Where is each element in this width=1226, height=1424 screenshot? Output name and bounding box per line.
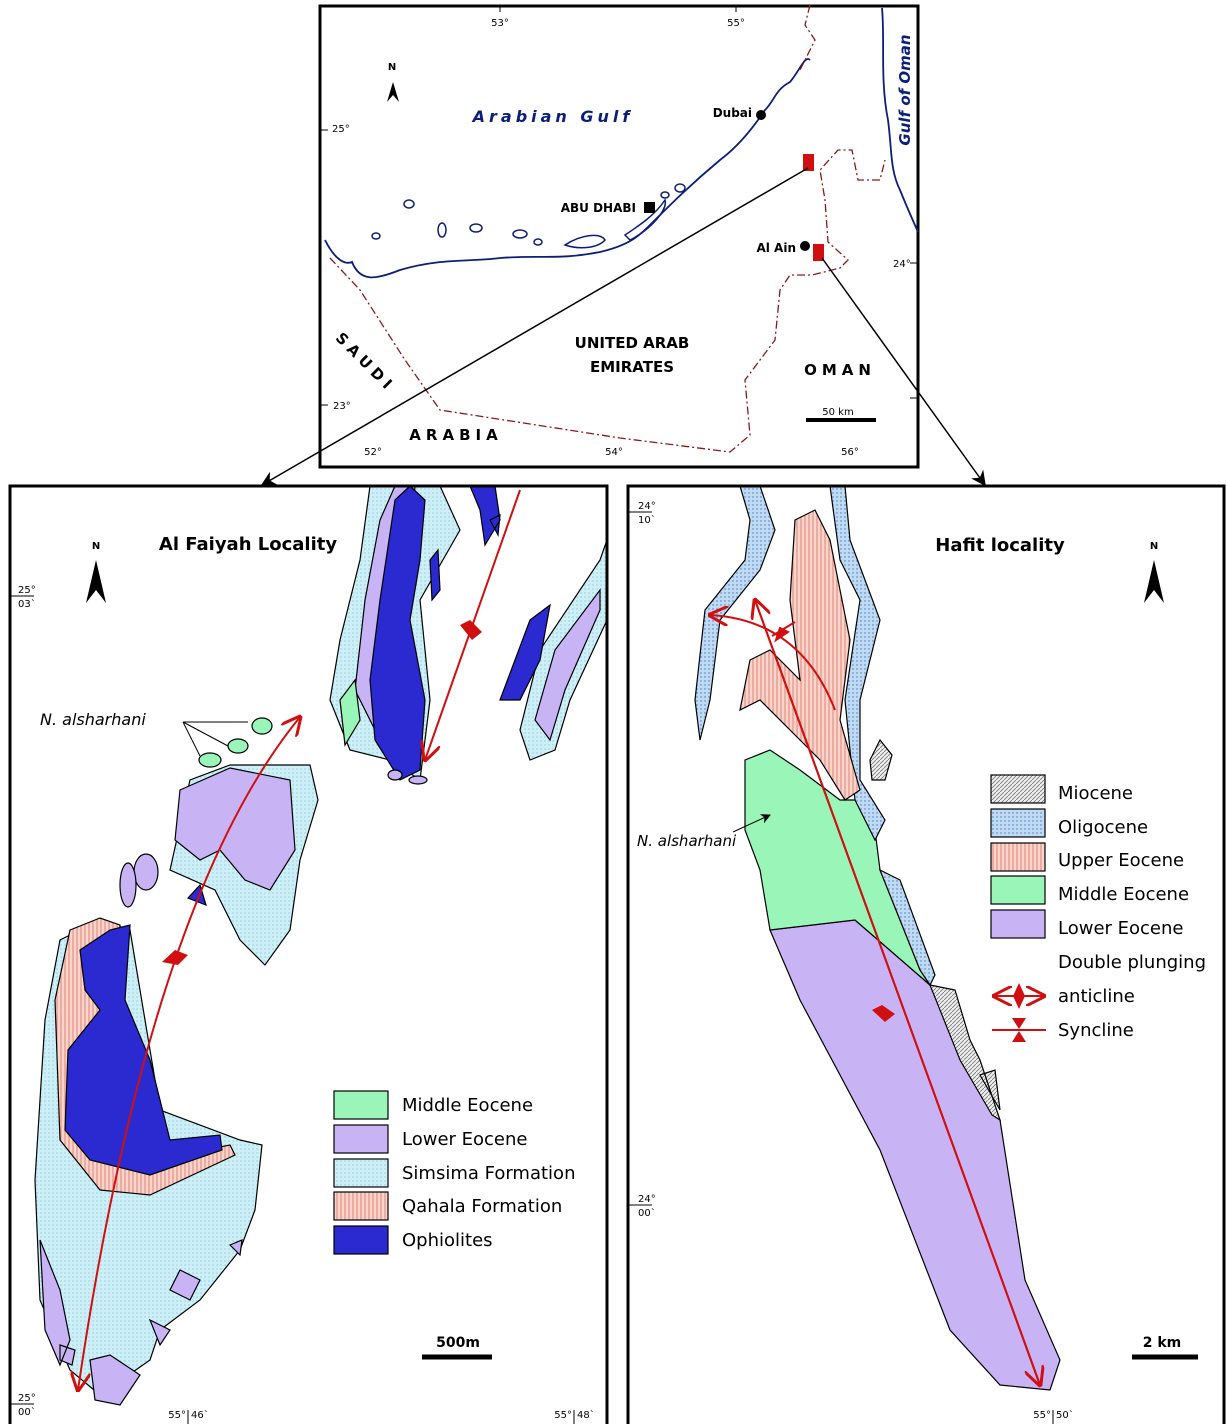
country-label: OMAN (804, 361, 876, 379)
legend-swatches (991, 775, 1045, 938)
inset-map: 53° 55° 52° 54° 56° 25° 24° 23° N Arabia… (320, 5, 918, 467)
longitude-label: 56° (841, 447, 859, 458)
city-label: Al Ain (756, 241, 796, 255)
legend-label: Simsima Formation (402, 1163, 575, 1184)
panel-title: Hafit locality (935, 535, 1065, 556)
coordinate-degree: 25° (18, 1393, 36, 1404)
legend-label: Lower Eocene (402, 1129, 527, 1150)
latitude-label: 23° (333, 401, 351, 412)
coordinate-minute: 50` (1056, 1409, 1074, 1421)
country-label: UNITED ARAB (575, 334, 690, 352)
legend-fold-symbols (992, 983, 1046, 1042)
coordinate-minute: 10` (638, 514, 656, 526)
city-label: ABU DHABI (561, 201, 636, 215)
inset-frame (320, 6, 918, 467)
longitude-label: 54° (605, 447, 623, 458)
country-label: EMIRATES (590, 358, 674, 376)
locality-marker (803, 154, 814, 171)
legend-label: anticline (1058, 986, 1135, 1007)
right-panel: N Hafit locality N. alsharhani Miocene O… (628, 486, 1224, 1424)
legend-label: Lower Eocene (1058, 918, 1183, 939)
species-label: N. alsharhani (637, 832, 737, 850)
scale-label: 500m (436, 1335, 480, 1351)
legend-label: Upper Eocene (1058, 850, 1184, 871)
north-arrow (86, 560, 106, 603)
legend-label: Middle Eocene (1058, 884, 1189, 905)
coordinate-degree: 55° (168, 1410, 186, 1421)
panel-title: Al Faiyah Locality (159, 534, 337, 555)
sea-label: Gulf of Oman (896, 34, 914, 145)
longitude-label: 53° (491, 18, 509, 29)
coordinate-degree: 24° (638, 1194, 656, 1205)
legend-label: Middle Eocene (402, 1095, 533, 1116)
north-arrow (1144, 560, 1164, 603)
city-marker (800, 241, 810, 251)
legend-swatches (334, 1091, 388, 1254)
north-label: N (388, 62, 396, 73)
coordinate-minute: 46` (191, 1409, 209, 1421)
coordinate-minute: 03` (18, 598, 36, 610)
north-label: N (1150, 541, 1158, 552)
longitude-label: 52° (364, 447, 382, 458)
latitude-label: 24° (893, 259, 911, 270)
figure: 53° 55° 52° 54° 56° 25° 24° 23° N Arabia… (0, 0, 1226, 1424)
left-panel: N Al Faiyah Locality N. alsharhani Middl… (10, 486, 607, 1424)
country-label: ARABIA (409, 426, 502, 444)
legend-label: Double plunging (1058, 952, 1206, 973)
coordinate-degree: 55° (554, 1410, 572, 1421)
longitude-label: 55° (727, 18, 745, 29)
coordinate-degree: 24° (638, 501, 656, 512)
coordinate-degree: 55° (1033, 1410, 1051, 1421)
legend-label: Syncline (1058, 1020, 1134, 1041)
city-label: Dubai (713, 106, 752, 120)
coordinate-minute: 48` (577, 1409, 595, 1421)
sea-label: Arabian Gulf (471, 107, 634, 126)
coordinate-minute: 00` (18, 1406, 36, 1418)
city-marker (756, 110, 766, 120)
north-label: N (92, 541, 100, 552)
coordinate-degree: 25° (18, 585, 36, 596)
legend-label: Miocene (1058, 783, 1133, 804)
capital-marker (644, 202, 655, 213)
coordinate-minute: 00` (638, 1207, 656, 1219)
latitude-label: 25° (332, 124, 350, 135)
scale-label: 50 km (822, 407, 853, 418)
legend-label: Ophiolites (402, 1230, 493, 1251)
legend-label: Qahala Formation (402, 1196, 562, 1217)
species-label: N. alsharhani (40, 710, 146, 729)
legend-label: Oligocene (1058, 817, 1148, 838)
scale-label: 2 km (1143, 1335, 1182, 1351)
